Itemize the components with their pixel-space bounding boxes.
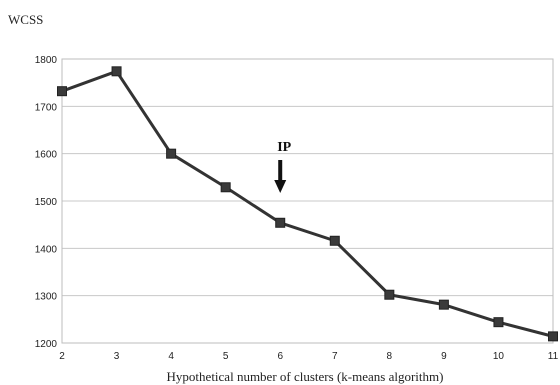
y-tick-label: 1800 [35, 55, 58, 66]
x-tick-label: 6 [277, 351, 283, 362]
y-tick-label: 1400 [35, 244, 58, 255]
y-tick-labels: 1200 1300 1400 1500 1600 1700 1800 [35, 55, 58, 350]
y-tick-label: 1300 [35, 292, 58, 303]
x-tick-label: 2 [59, 351, 65, 362]
y-tick-label: 1200 [35, 339, 58, 350]
x-tick-label: 9 [441, 351, 447, 362]
data-point-k3 [111, 66, 122, 77]
series-markers [57, 66, 558, 342]
data-point-k7 [329, 235, 340, 246]
data-point-k2 [57, 86, 67, 97]
data-point-k5 [220, 182, 231, 193]
ip-arrow-shaft [278, 160, 283, 181]
gridlines [61, 58, 554, 344]
wcss-series-line [61, 69, 554, 338]
y-axis-title: WCSS [8, 12, 43, 27]
data-point-k6 [275, 217, 286, 228]
data-point-k4 [166, 148, 177, 159]
x-tick-label: 3 [114, 351, 120, 362]
ip-arrow-head [274, 180, 287, 193]
data-point-k10 [493, 317, 504, 328]
annotations: IP [274, 140, 292, 193]
plot-frame [61, 58, 554, 344]
x-tick-label: 11 [548, 351, 559, 362]
x-tick-label: 7 [332, 351, 338, 362]
x-tick-label: 5 [223, 351, 229, 362]
series-line [61, 69, 554, 338]
data-point-k11 [548, 331, 558, 342]
x-axis-title: Hypothetical number of clusters (k-means… [167, 369, 444, 384]
y-tick-label: 1600 [35, 150, 58, 161]
x-tick-label: 10 [493, 351, 505, 362]
x-tick-label: 4 [168, 351, 174, 362]
x-tick-labels: 2 3 4 5 6 7 8 9 10 11 [59, 351, 558, 362]
data-point-k9 [438, 299, 449, 310]
y-tick-label: 1500 [35, 197, 58, 208]
data-point-k8 [384, 289, 395, 300]
ip-annotation-label: IP [277, 140, 291, 155]
x-tick-label: 8 [387, 351, 393, 362]
y-tick-label: 1700 [35, 102, 58, 113]
